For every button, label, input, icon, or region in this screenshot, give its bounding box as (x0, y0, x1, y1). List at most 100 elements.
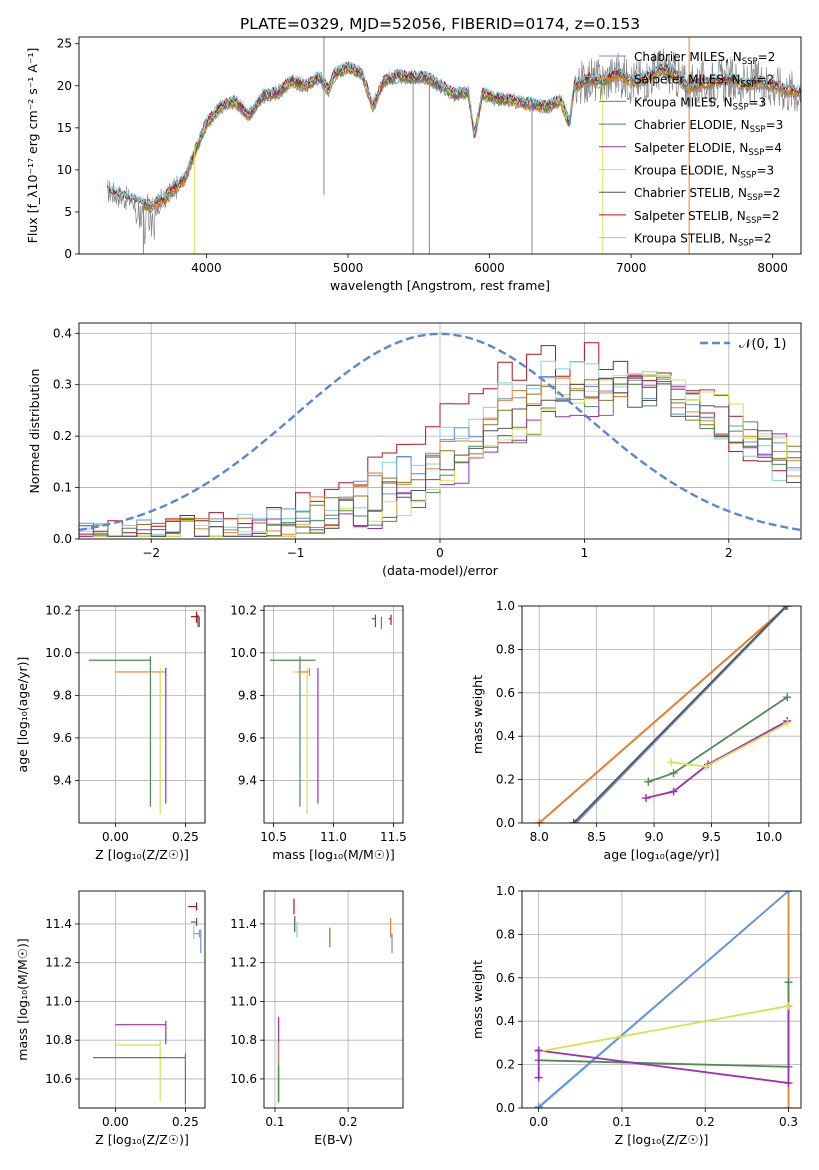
legend-label-tail: =2 (762, 209, 780, 223)
y-tick-label: 11.2 (230, 956, 257, 970)
x-tick-label: 0.00 (102, 830, 129, 844)
cumulative-marker (644, 777, 653, 786)
cumulative-line (538, 891, 790, 1108)
residual-histogram (79, 342, 801, 537)
x-tick-label: 11.0 (320, 830, 347, 844)
chart-panel-2: −2 −1 0 1 2 0.0 0.1 0.2 0.3 0.4 (data-model)/error… (27, 322, 802, 578)
x-tick-label: 2 (725, 546, 733, 560)
legend-label-sub: SSP (741, 80, 757, 90)
residual-histogram (79, 376, 801, 537)
legend-label-tail: =3 (749, 95, 767, 109)
legend-label-main: Chabrier ELODIE, N (634, 118, 750, 132)
legend-label-main: Salpeter STELIB, N (634, 209, 746, 223)
legend-label: Kroupa MILES, NSSP=3 (634, 95, 766, 112)
legend-label-main: Salpeter MILES, N (634, 73, 741, 87)
cumulative-marker (784, 978, 793, 987)
model-spectrum (106, 60, 801, 206)
x-axis-label: Z [log₁₀(Z/Z☉)] (95, 1132, 189, 1147)
legend-label-sub: SSP (747, 193, 763, 203)
y-tick-label: 10.6 (230, 1072, 257, 1086)
y-tick-label: 0.2 (496, 1058, 515, 1072)
axes-frame (521, 890, 802, 1109)
legend-label: Salpeter ELODIE, NSSP=4 (634, 141, 782, 158)
y-tick-label: 0.0 (53, 532, 72, 546)
x-tick-label: 0 (436, 546, 444, 560)
legend-label: Chabrier MILES, NSSP=2 (634, 50, 775, 67)
y-tick-label: 0.2 (53, 429, 72, 443)
axes-frame (78, 322, 802, 540)
x-tick-label: 8.0 (530, 830, 549, 844)
cumulative-marker (701, 762, 710, 771)
figure-title: PLATE=0329, MJD=52056, FIBERID=0174, z=0… (240, 15, 640, 33)
legend-label-sub: SSP (746, 216, 762, 226)
x-tick-label: 0.2 (339, 1115, 358, 1129)
chart-panel-1: 4000 5000 6000 7000 8000 0 5 10 15 20 25 wavelength… (25, 36, 802, 293)
y-tick-label: 9.6 (238, 731, 257, 745)
plot-area (264, 606, 403, 823)
cumulative-marker (783, 719, 792, 728)
cumulative-marker (535, 819, 544, 823)
plot-area (522, 606, 801, 823)
x-tick-label: 6000 (474, 261, 505, 275)
x-tick-label: 0.3 (779, 1115, 798, 1129)
x-tick-label: 0.0 (529, 1115, 548, 1129)
y-tick-label: 0.0 (496, 816, 515, 830)
y-tick-label: 0.8 (496, 642, 515, 656)
y-tick-label: 0.3 (53, 378, 72, 392)
y-axis-label: mass weight (470, 960, 485, 1039)
y-tick-label: 0.2 (496, 773, 515, 787)
residual-histogram (79, 375, 801, 537)
y-axis-label: mass weight (470, 675, 485, 754)
x-tick-label: 9.0 (644, 830, 663, 844)
legend-label-main: Kroupa STELIB, N (634, 232, 738, 246)
y-tick-label: 11.4 (230, 917, 257, 931)
x-tick-label: 11.5 (380, 830, 407, 844)
model-spectrum (106, 62, 801, 206)
cumulative-line (573, 606, 787, 823)
cumulative-marker (783, 693, 792, 702)
normal-curve (79, 332, 801, 532)
legend-label-tail: =4 (764, 141, 782, 155)
y-tick-label: 10.2 (230, 603, 257, 617)
y-tick-label: 11.0 (45, 994, 72, 1008)
cumulative-line (538, 1005, 789, 1053)
legend-label-main: Chabrier MILES, N (634, 50, 742, 64)
y-tick-label: 9.6 (53, 731, 72, 745)
legend-label-main: Kroupa MILES, N (634, 95, 733, 109)
y-tick-label: 10.0 (230, 646, 257, 660)
x-tick-label: 0.2 (696, 1115, 715, 1129)
y-tick-label: 10.2 (45, 603, 72, 617)
x-axis-label: mass [log₁₀(M/M☉)] (272, 847, 394, 862)
y-tick-label: 15 (57, 121, 72, 135)
x-axis-label: wavelength [Angstrom, rest frame] (330, 278, 550, 293)
x-tick-label: 9.5 (702, 830, 721, 844)
plot-area (264, 891, 403, 1108)
cumulative-marker (642, 794, 650, 803)
x-axis-label: E(B-V) (314, 1132, 353, 1147)
legend-label-sub: SSP (733, 102, 749, 112)
cumulative-marker (667, 758, 676, 767)
cumulative-marker (782, 606, 791, 610)
x-axis-label: (data-model)/error (382, 563, 499, 578)
legend-label-main: Salpeter ELODIE, N (634, 141, 748, 155)
x-tick-label: 0.25 (172, 830, 199, 844)
legend-label-tail: =3 (756, 164, 774, 178)
chart-panel-7: 0.1 0.2 10.6 10.8 11.0 11.2 11.4 E(B-V) (230, 890, 404, 1147)
legend-label: Salpeter STELIB, NSSP=2 (634, 209, 779, 226)
y-axis-label: mass [log₁₀(M/M☉)] (15, 938, 30, 1060)
y-tick-label: 9.8 (53, 688, 72, 702)
x-tick-label: 8.5 (587, 830, 606, 844)
y-tick-label: 9.8 (238, 688, 257, 702)
x-tick-label: 0.1 (612, 1115, 631, 1129)
axes-frame (78, 890, 206, 1109)
y-tick-label: 10 (57, 163, 72, 177)
y-tick-label: 0.4 (496, 729, 515, 743)
x-tick-label: 0.1 (265, 1115, 284, 1129)
axes-frame (263, 605, 404, 824)
y-tick-label: 10.8 (45, 1033, 72, 1047)
chart-panel-6: 0.00 0.25 10.6 10.8 11.0 11.2 11.4 Z [log₁₀(Z/Z… (15, 890, 206, 1147)
cumulative-line (538, 606, 788, 823)
cumulative-marker (569, 819, 578, 823)
cumulative-line (645, 720, 788, 799)
